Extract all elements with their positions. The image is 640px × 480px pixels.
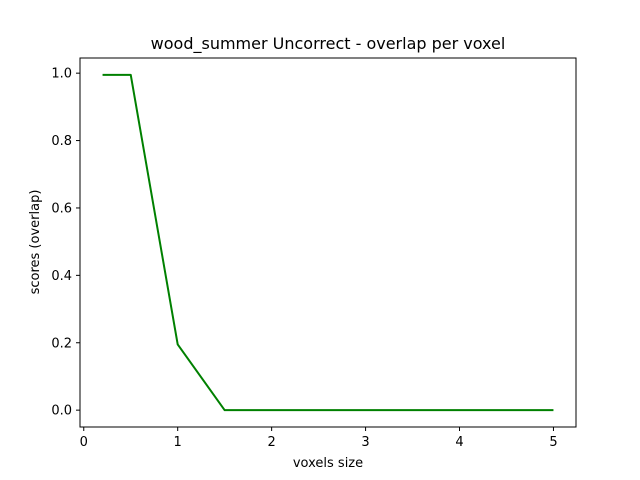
x-tick-label: 4 xyxy=(455,435,463,450)
y-tick-label: 0.8 xyxy=(51,134,72,149)
x-tick-label: 5 xyxy=(549,435,557,450)
y-tick-label: 0.6 xyxy=(51,201,72,216)
axes-frame xyxy=(79,57,577,428)
x-tick-label: 3 xyxy=(361,435,369,450)
y-tick-label: 0.4 xyxy=(51,269,72,284)
y-tick-label: 0.2 xyxy=(51,336,72,351)
x-tick-label: 0 xyxy=(80,435,88,450)
x-tick-label: 1 xyxy=(174,435,182,450)
x-axis-label: voxels size xyxy=(293,456,363,471)
chart-title: wood_summer Uncorrect - overlap per voxe… xyxy=(151,34,506,54)
plot-area: 0 1 2 3 4 5 0.0 0.2 0.4 0.6 0.8 1.0 xyxy=(51,57,577,450)
y-tick-label: 1.0 xyxy=(51,67,72,82)
x-tick-label: 2 xyxy=(267,435,275,450)
y-axis-label: scores (overlap) xyxy=(28,190,43,295)
series-line-1 xyxy=(102,73,554,412)
y-tick-label: 0.0 xyxy=(51,404,72,419)
